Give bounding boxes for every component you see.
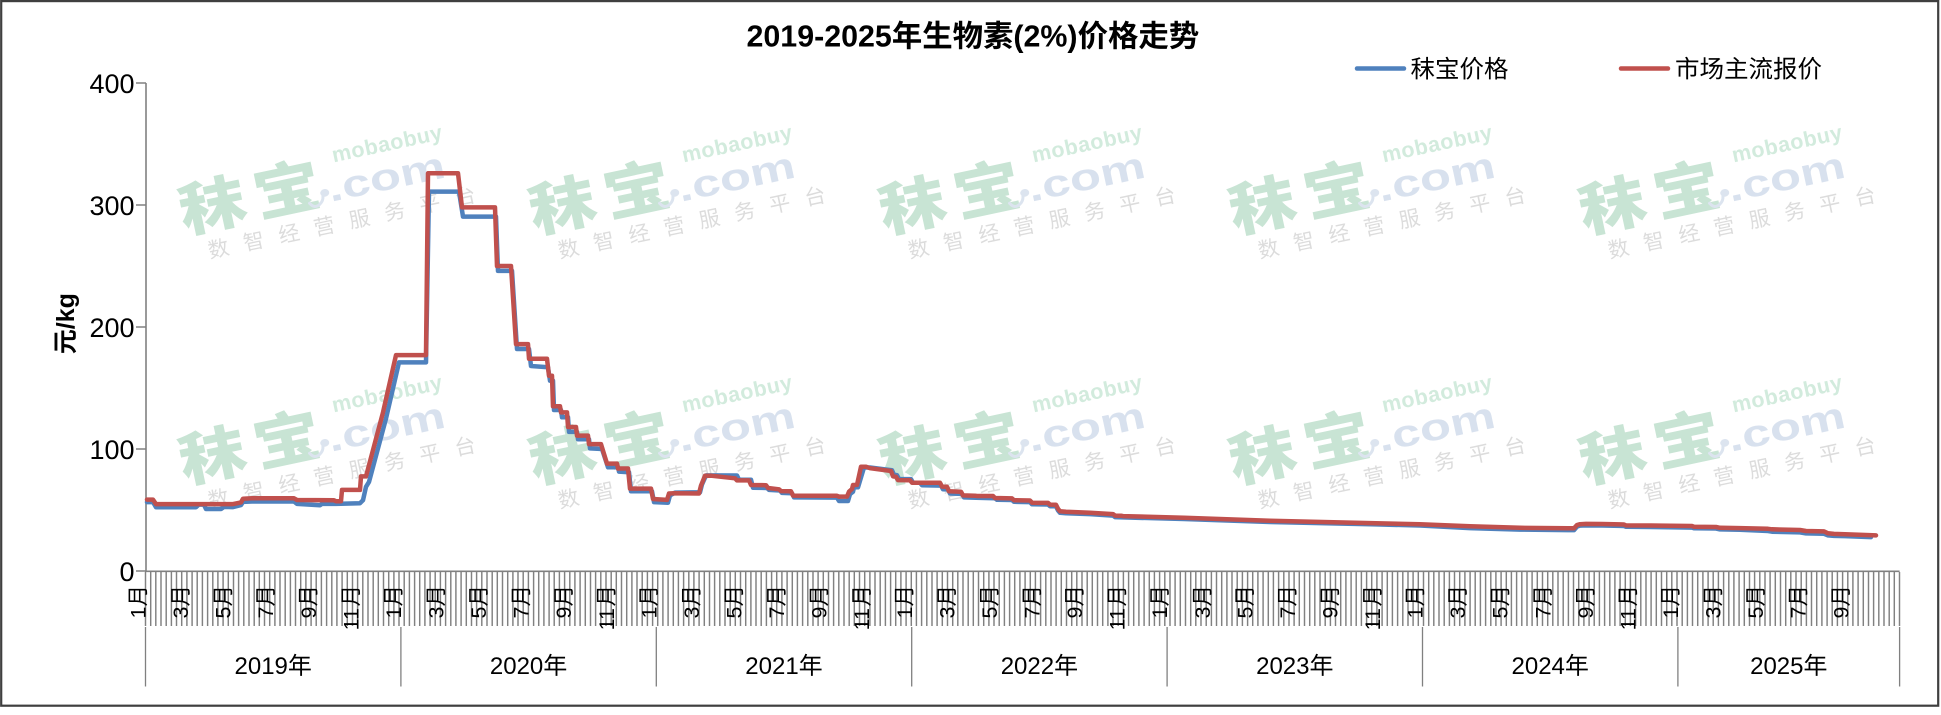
svg-text:400: 400 xyxy=(89,69,134,99)
svg-text:1: 1 xyxy=(1148,607,1172,619)
svg-text:9: 9 xyxy=(1319,607,1343,619)
svg-text:7: 7 xyxy=(1531,607,1555,619)
svg-text:7: 7 xyxy=(510,607,534,619)
svg-text:2019-2025: 2019-2025 xyxy=(747,20,892,54)
svg-text:5: 5 xyxy=(1489,607,1513,619)
svg-text:2020: 2020 xyxy=(490,653,543,680)
svg-text:9: 9 xyxy=(1829,607,1853,619)
svg-text:5: 5 xyxy=(1744,607,1768,619)
svg-text:11: 11 xyxy=(595,608,619,630)
svg-text:2019: 2019 xyxy=(235,653,288,680)
svg-text:3: 3 xyxy=(1702,607,1726,619)
svg-text:9: 9 xyxy=(808,607,832,619)
svg-text:3: 3 xyxy=(1191,607,1215,619)
svg-text:1: 1 xyxy=(382,607,406,619)
svg-text:7: 7 xyxy=(1276,607,1300,619)
svg-text:5: 5 xyxy=(1233,607,1257,619)
svg-text:1: 1 xyxy=(637,607,661,619)
svg-text:11: 11 xyxy=(1617,608,1641,630)
svg-text:11: 11 xyxy=(1106,608,1130,630)
svg-text:11: 11 xyxy=(850,608,874,630)
svg-text:2023: 2023 xyxy=(1256,653,1309,680)
svg-text:0: 0 xyxy=(119,557,134,587)
svg-text:1: 1 xyxy=(1659,607,1683,619)
svg-text:1: 1 xyxy=(893,607,917,619)
svg-text:9: 9 xyxy=(1063,607,1087,619)
svg-text:1: 1 xyxy=(1404,607,1428,619)
svg-text:300: 300 xyxy=(89,191,134,221)
svg-text:5: 5 xyxy=(723,607,747,619)
svg-text:1: 1 xyxy=(127,607,151,619)
svg-text:9: 9 xyxy=(297,607,321,619)
svg-text:/kg: /kg xyxy=(52,293,80,329)
svg-text:2024: 2024 xyxy=(1512,653,1565,680)
svg-text:200: 200 xyxy=(89,313,134,343)
svg-text:11: 11 xyxy=(339,608,363,630)
svg-text:3: 3 xyxy=(680,607,704,619)
svg-text:2022: 2022 xyxy=(1001,653,1054,680)
svg-text:9: 9 xyxy=(1574,607,1598,619)
svg-text:9: 9 xyxy=(552,607,576,619)
svg-text:11: 11 xyxy=(1361,608,1385,630)
svg-text:5: 5 xyxy=(212,607,236,619)
svg-text:7: 7 xyxy=(765,607,789,619)
svg-text:5: 5 xyxy=(978,607,1002,619)
svg-text:3: 3 xyxy=(1446,607,1470,619)
svg-text:2025: 2025 xyxy=(1750,653,1803,680)
svg-text:3: 3 xyxy=(169,607,193,619)
svg-text:2021: 2021 xyxy=(745,653,798,680)
svg-text:5: 5 xyxy=(467,607,491,619)
svg-text:7: 7 xyxy=(254,607,278,619)
svg-text:7: 7 xyxy=(1787,607,1811,619)
svg-text:7: 7 xyxy=(1021,607,1045,619)
svg-text:3: 3 xyxy=(935,607,959,619)
svg-text:(2%): (2%) xyxy=(1013,20,1077,54)
svg-text:100: 100 xyxy=(89,435,134,465)
svg-text:3: 3 xyxy=(425,607,449,619)
